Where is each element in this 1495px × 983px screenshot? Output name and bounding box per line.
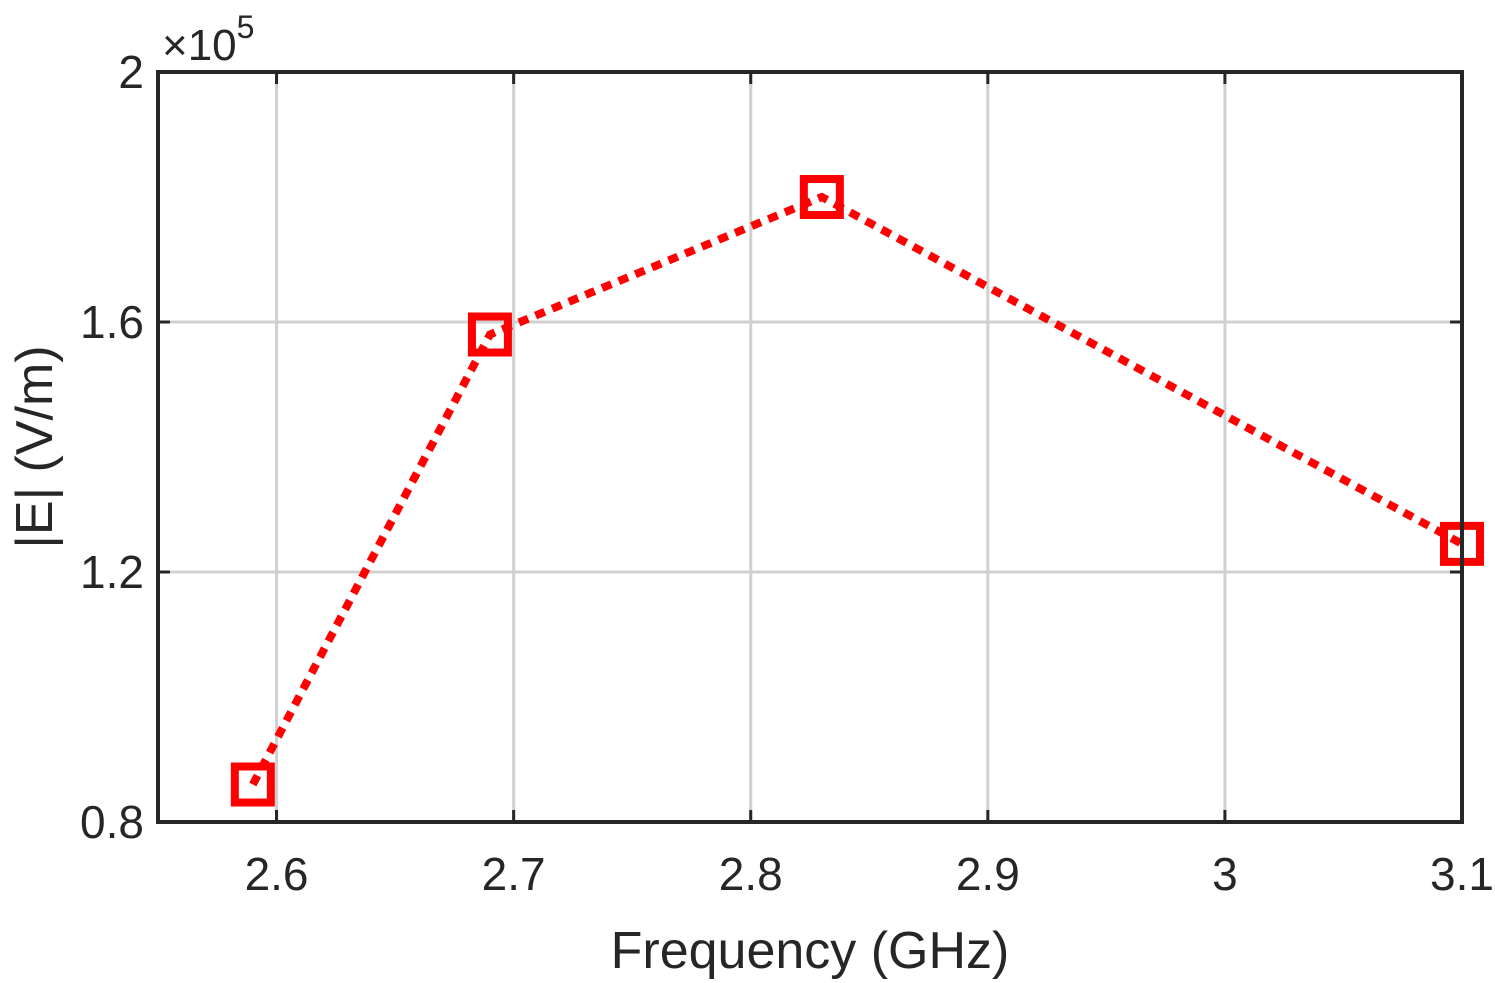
y-multiplier-base: ×10	[162, 21, 237, 70]
series	[230, 175, 1484, 807]
tick-marks	[158, 70, 1464, 824]
x-tick-label: 2.6	[245, 848, 309, 900]
x-tick-label: 2.9	[956, 848, 1020, 900]
grid	[158, 70, 1464, 824]
data-point	[799, 175, 844, 219]
series-line	[249, 192, 1464, 787]
y-multiplier-exponent: 5	[237, 9, 255, 45]
x-tick-label: 3.1	[1430, 848, 1494, 900]
x-axis-label: Frequency (GHz)	[611, 922, 1010, 980]
y-tick-label: 1.2	[80, 546, 144, 598]
x-tick-label: 2.7	[482, 848, 546, 900]
data-point	[230, 762, 275, 807]
y-tick-labels: 0.8 1.2 1.6 2	[80, 46, 144, 848]
data-point	[467, 312, 512, 357]
y-tick-label: 0.8	[80, 796, 144, 848]
y-tick-label: 1.6	[80, 296, 144, 348]
y-axis-label: |E| (V/m)	[6, 345, 64, 548]
x-tick-label: 2.8	[719, 848, 783, 900]
x-tick-label: 3	[1212, 848, 1238, 900]
y-axis-multiplier: ×105	[162, 9, 254, 70]
x-tick-labels: 2.6 2.7 2.8 2.9 3 3.1	[245, 848, 1494, 900]
y-tick-label: 2	[118, 46, 144, 98]
plot-frame	[156, 70, 1464, 824]
